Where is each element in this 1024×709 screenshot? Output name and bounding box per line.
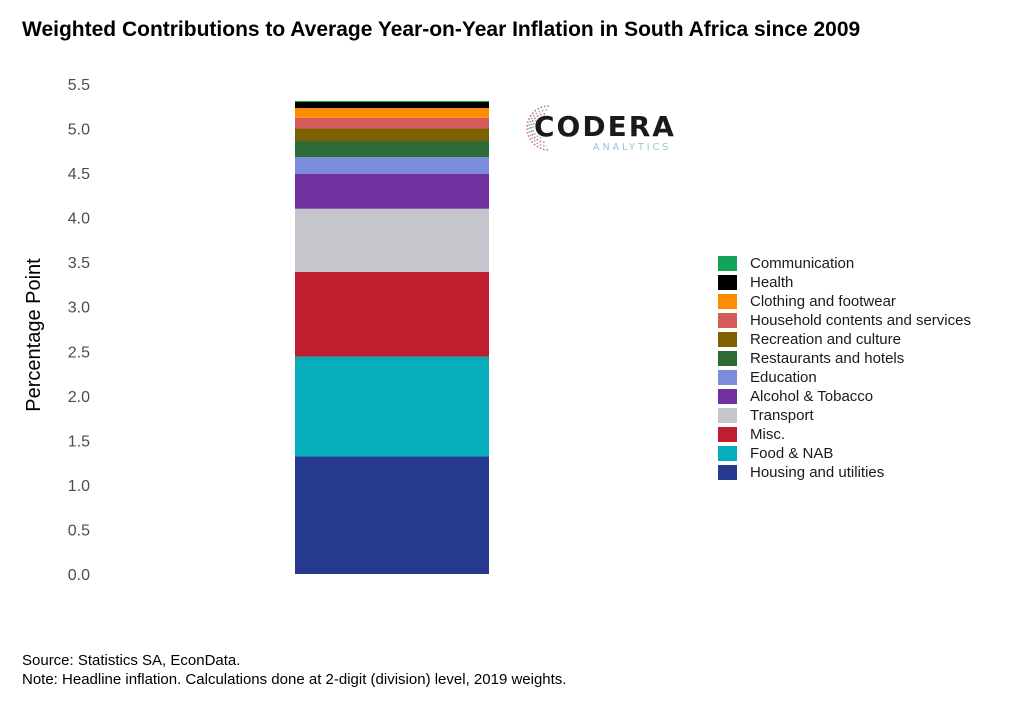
legend-swatch [717,274,738,291]
source-note: Source: Statistics SA, EconData. [22,652,241,669]
legend-swatch [717,445,738,462]
legend-swatch [717,407,738,424]
legend-label: Clothing and footwear [750,293,896,310]
chart-title: Weighted Contributions to Average Year-o… [22,18,861,41]
y-tick-label: 0.0 [68,567,90,584]
legend-item: Transport [717,406,971,425]
legend-swatch [717,388,738,405]
legend-label: Health [750,274,794,291]
legend-item: Clothing and footwear [717,292,971,311]
y-tick-label: 0.5 [68,522,90,539]
y-tick-label: 4.5 [68,166,90,183]
legend-swatch [717,331,738,348]
legend-label: Restaurants and hotels [750,350,905,367]
codera-logo: CODERA ANALYTICS [515,100,690,156]
methodology-note: Note: Headline inflation. Calculations d… [22,671,567,688]
legend-swatch [717,350,738,367]
y-axis-ticks: 0.0 0.5 1.0 1.5 2.0 2.5 3.0 3.5 4.0 4.5 5.0 5.5 [68,77,90,584]
y-tick-label: 3.0 [68,300,90,317]
y-tick-label: 1.0 [68,478,90,495]
bar-stack [295,100,489,574]
y-tick-label: 2.5 [68,344,90,361]
legend-item: Misc. [717,425,971,444]
legend-label: Alcohol & Tobacco [750,388,874,405]
legend-item: Restaurants and hotels [717,349,971,368]
logo-subtitle: ANALYTICS [593,142,672,153]
legend-item: Education [717,368,971,387]
legend-label: Household contents and services [750,312,971,329]
legend-label: Education [750,369,817,386]
legend-label: Food & NAB [750,445,834,462]
legend-item: Recreation and culture [717,330,971,349]
logo-mark-icon [526,105,550,151]
y-tick-label: 1.5 [68,433,90,450]
legend-label: Transport [750,407,814,424]
bar-segment-communication [295,100,489,102]
legend-swatch [717,464,738,481]
legend-item: Household contents and services [717,311,971,330]
y-tick-label: 3.5 [68,255,90,272]
bar-segment-misc [295,271,489,357]
legend-label: Recreation and culture [750,331,901,348]
chart-footer: Source: Statistics SA, EconData. Note: H… [22,651,566,689]
bar-segment-education [295,157,489,174]
legend-label: Housing and utilities [750,464,885,481]
legend-item: Housing and utilities [717,463,971,482]
legend-swatch [717,293,738,310]
legend-swatch [717,426,738,443]
y-axis-label: Percentage Point [23,258,45,412]
bar-segment-recreation-and-culture [295,128,489,142]
y-tick-label: 2.0 [68,389,90,406]
legend-swatch [717,369,738,386]
bar-segment-transport [295,208,489,272]
y-tick-label: 5.0 [68,122,90,139]
bar-segment-alcohol-tobacco [295,173,489,209]
bar-segment-household-contents-and-services [295,117,489,129]
legend-item: Communication [717,254,971,273]
bar-segment-health [295,101,489,109]
legend-item: Alcohol & Tobacco [717,387,971,406]
legend-item: Health [717,273,971,292]
legend-label: Misc. [750,426,785,443]
bar-segment-housing-and-utilities [295,456,489,574]
legend-swatch [717,312,738,329]
logo-wordmark: CODERA [534,110,676,143]
bar-segment-food-nab [295,356,489,457]
bar-segment-clothing-and-footwear [295,108,489,118]
bar-segment-restaurants-and-hotels [295,141,489,158]
y-tick-label: 4.0 [68,211,90,228]
y-tick-label: 5.5 [68,77,90,94]
legend-label: Communication [750,255,855,272]
legend-swatch [717,255,738,272]
legend-item: Food & NAB [717,444,971,463]
chart-legend: Communication Health Clothing and footwear… [717,254,971,482]
